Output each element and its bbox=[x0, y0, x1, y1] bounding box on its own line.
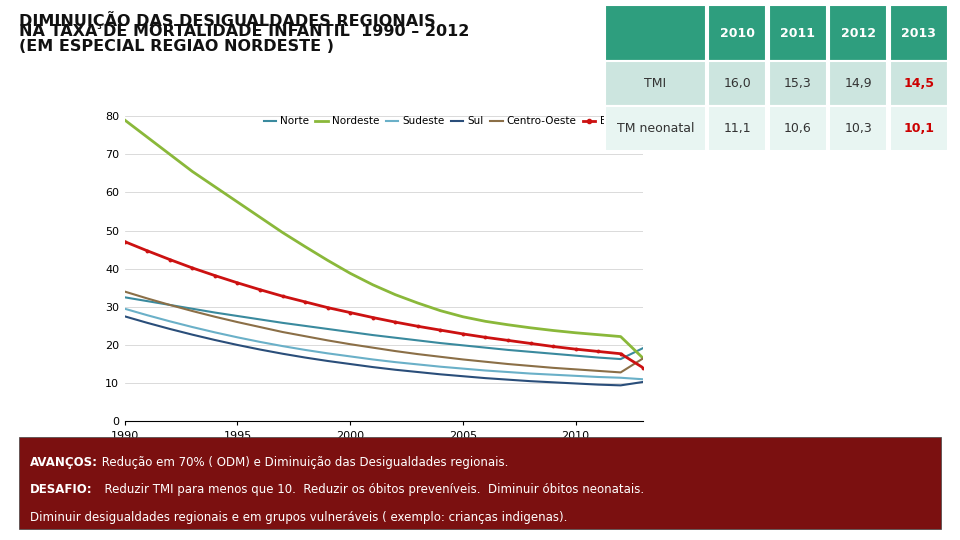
Text: 2011: 2011 bbox=[780, 26, 815, 39]
Bar bbox=[890, 61, 948, 106]
Legend: Norte, Nordeste, Sudeste, Sul, Centro-Oeste, Brasil: Norte, Nordeste, Sudeste, Sul, Centro-Oe… bbox=[259, 112, 633, 131]
Text: 10,1: 10,1 bbox=[903, 122, 934, 135]
Bar bbox=[769, 5, 827, 61]
Bar bbox=[890, 5, 948, 61]
Bar bbox=[708, 5, 766, 61]
Bar bbox=[605, 61, 706, 106]
Bar bbox=[829, 106, 887, 151]
Text: 15,3: 15,3 bbox=[784, 77, 812, 90]
Text: NA TAXA DE MORTALIDADE INFANTIL  1990 – 2012: NA TAXA DE MORTALIDADE INFANTIL 1990 – 2… bbox=[19, 24, 469, 39]
Bar bbox=[769, 61, 827, 106]
Text: Reduzir TMI para menos que 10.  Reduzir os óbitos preveníveis.  Diminuir óbitos : Reduzir TMI para menos que 10. Reduzir o… bbox=[97, 483, 644, 496]
Text: 10,3: 10,3 bbox=[845, 122, 873, 135]
Text: 16,0: 16,0 bbox=[724, 77, 752, 90]
Text: Redução em 70% ( ODM) e Diminuição das Desigualdades regionais.: Redução em 70% ( ODM) e Diminuição das D… bbox=[99, 456, 509, 469]
Bar bbox=[605, 106, 706, 151]
Bar bbox=[605, 5, 706, 61]
Bar bbox=[829, 61, 887, 106]
Text: 10,6: 10,6 bbox=[784, 122, 812, 135]
Text: TM neonatal: TM neonatal bbox=[616, 122, 694, 135]
Text: 2010: 2010 bbox=[720, 26, 755, 39]
Text: AVANÇOS:: AVANÇOS: bbox=[31, 456, 98, 469]
Text: DESAFIO:: DESAFIO: bbox=[31, 483, 93, 496]
Bar bbox=[708, 106, 766, 151]
Text: (EM ESPECIAL REGIAO NORDESTE ): (EM ESPECIAL REGIAO NORDESTE ) bbox=[19, 39, 334, 54]
Text: TMI: TMI bbox=[644, 77, 666, 90]
Bar bbox=[829, 5, 887, 61]
Text: Diminuir desigualdades regionais e em grupos vulneráveis ( exemplo: crianças ind: Diminuir desigualdades regionais e em gr… bbox=[31, 511, 567, 524]
Text: DIMINUIÇÃO DAS DESIGUALDADES REGIONAIS: DIMINUIÇÃO DAS DESIGUALDADES REGIONAIS bbox=[19, 11, 436, 29]
Bar bbox=[769, 106, 827, 151]
Bar bbox=[708, 61, 766, 106]
Text: 14,9: 14,9 bbox=[845, 77, 872, 90]
Bar bbox=[890, 106, 948, 151]
Text: 2012: 2012 bbox=[841, 26, 876, 39]
Text: 11,1: 11,1 bbox=[724, 122, 751, 135]
Text: 14,5: 14,5 bbox=[903, 77, 934, 90]
Text: 2013: 2013 bbox=[901, 26, 936, 39]
